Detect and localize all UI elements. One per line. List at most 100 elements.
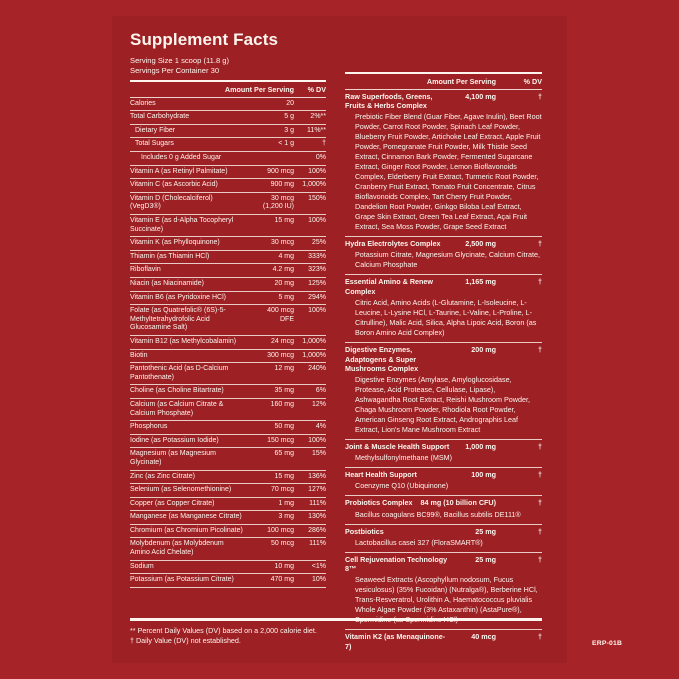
nutrient-name: Choline (as Choline Bitartrate) bbox=[130, 387, 224, 395]
nutrient-dv: 2%** bbox=[310, 113, 326, 121]
complex-section: Vitamin K2 (as Menaquinone-7) 40 mcg † bbox=[345, 630, 542, 654]
nutrient-dv: 0% bbox=[315, 154, 326, 162]
complex-amount: 100 mg bbox=[471, 470, 496, 480]
complex-amount: 2,500 mg bbox=[465, 239, 496, 249]
table-row: Pantothenic Acid (as D-Calcium Pantothen… bbox=[130, 363, 326, 386]
nutrient-name: Sodium bbox=[130, 562, 154, 570]
nutrient-dv: 125% bbox=[308, 280, 326, 287]
complex-amount: 1,165 mg bbox=[465, 277, 496, 287]
table-row: Niacin (as Niacinamide) 20 mg 125% bbox=[130, 278, 326, 292]
table-row: Vitamin E (as d-Alpha Tocopheryl Succina… bbox=[130, 215, 326, 238]
nutrient-amount: 5 mg bbox=[278, 293, 294, 301]
complex-dv: † bbox=[538, 498, 542, 508]
table-row: Total Carbohydrate 5 g 2%** bbox=[130, 111, 326, 125]
complex-name: Cell Rejuvenation Technology 8™ bbox=[345, 554, 448, 574]
table-row: Magnesium (as Magnesium Glycinate) 65 mg… bbox=[130, 448, 326, 471]
nutrient-amount: 900 mcg bbox=[267, 167, 294, 175]
nutrient-amount: 20 bbox=[286, 99, 294, 107]
table-row: Choline (as Choline Bitartrate) 35 mg 6% bbox=[130, 385, 326, 399]
serving-info: Serving Size 1 scoop (11.8 g) Servings P… bbox=[130, 56, 326, 75]
nutrient-amount: 300 mcg bbox=[267, 351, 294, 359]
nutrient-name: Total Sugars bbox=[135, 140, 174, 148]
footnotes: ** Percent Daily Values (DV) based on a … bbox=[130, 626, 396, 647]
nutrient-amount: 50 mg bbox=[274, 423, 294, 431]
dv-header: % DV bbox=[307, 85, 326, 95]
right-column: Amount Per Serving % DV Raw Superfoods, … bbox=[345, 72, 542, 655]
complex-ingredients: Coenzyme Q10 (Ubiquinone) bbox=[355, 481, 449, 491]
nutrient-amount: 20 mg bbox=[274, 280, 294, 287]
nutrient-name: Riboflavin bbox=[130, 266, 161, 274]
nutrient-dv: 15% bbox=[311, 450, 326, 458]
complex-name: Vitamin K2 (as Menaquinone-7) bbox=[345, 632, 446, 651]
nutrient-dv: 1,000% bbox=[302, 351, 326, 359]
complex-name: Heart Health Support bbox=[345, 470, 417, 480]
complex-section: Raw Superfoods, Greens, Fruits & Herbs C… bbox=[345, 90, 542, 238]
complex-section: Joint & Muscle Health Support 1,000 mg †… bbox=[345, 440, 542, 469]
nutrient-dv: 111% bbox=[309, 499, 326, 507]
nutrient-amount: 150 mcg bbox=[267, 436, 294, 444]
nutrient-amount: 4 mg bbox=[278, 252, 294, 260]
table-row: Thiamin (as Thiamin HCl) 4 mg 333% bbox=[130, 251, 326, 265]
nutrient-amount: 3 mg bbox=[278, 513, 294, 521]
nutrient-dv: 127% bbox=[308, 486, 326, 494]
nutrient-name: Iodine (as Potassium Iodide) bbox=[130, 436, 219, 444]
nutrient-amount: 50 mcg bbox=[271, 540, 294, 548]
complex-header-row: Heart Health Support 100 mg † bbox=[345, 470, 542, 480]
complex-name: Postbiotics bbox=[345, 526, 384, 536]
amount-per-serving-header: Amount Per Serving bbox=[426, 77, 496, 86]
complex-amount: 84 mg (10 billion CFU) bbox=[420, 498, 496, 508]
nutrient-name: Folate (as Quatrefolic® (6S)-5-Methyltet… bbox=[130, 307, 226, 332]
nutrient-amount: 100 mcg bbox=[267, 526, 294, 534]
nutrient-dv: 130% bbox=[308, 513, 326, 521]
complex-header-row: Probiotics Complex 84 mg (10 billion CFU… bbox=[345, 498, 542, 508]
complex-name: Hydra Electrolytes Complex bbox=[345, 239, 441, 249]
complex-dv: † bbox=[538, 239, 542, 249]
complex-amount: 4,100 mg bbox=[465, 91, 496, 101]
complex-header-row: Cell Rejuvenation Technology 8™ 25 mg † bbox=[345, 555, 542, 574]
nutrient-name: Niacin (as Niacinamide) bbox=[130, 280, 204, 287]
nutrient-name: Vitamin E (as d-Alpha Tocopheryl Succina… bbox=[130, 217, 234, 233]
complex-section: Hydra Electrolytes Complex 2,500 mg † Po… bbox=[345, 237, 542, 276]
nutrient-name: Calories bbox=[130, 99, 156, 107]
table-row: Riboflavin 4.2 mg 323% bbox=[130, 264, 326, 278]
complex-name: Probiotics Complex bbox=[345, 498, 413, 508]
nutrient-amount: 900 mg bbox=[270, 181, 294, 189]
nutrient-name: Manganese (as Manganese Citrate) bbox=[130, 513, 242, 521]
nutrient-name: Vitamin B6 (as Pyridoxine HCl) bbox=[130, 293, 226, 301]
complex-dv: † bbox=[538, 526, 542, 536]
table-row: Potassium (as Potassium Citrate) 470 mg … bbox=[130, 574, 326, 588]
complex-name: Joint & Muscle Health Support bbox=[345, 442, 450, 452]
amount-per-serving-header: Amount Per Serving bbox=[224, 85, 294, 95]
nutrient-name: Magnesium (as Magnesium Glycinate) bbox=[130, 450, 216, 466]
nutrient-name: Total Carbohydrate bbox=[130, 113, 190, 121]
nutrient-dv: 1,000% bbox=[302, 181, 326, 189]
nutrient-name: Thiamin (as Thiamin HCl) bbox=[130, 252, 210, 260]
nutrient-amount: 65 mg bbox=[274, 450, 294, 458]
nutrient-amount: 400 mcg DFE bbox=[267, 307, 294, 323]
nutrient-name: Calcium (as Calcium Citrate & Calcium Ph… bbox=[130, 400, 224, 417]
nutrient-dv: 25% bbox=[311, 239, 326, 247]
nutrient-amount: 35 mg bbox=[274, 387, 294, 395]
complex-amount: 40 mcg bbox=[471, 632, 496, 642]
nutrient-amount: 3 g bbox=[284, 126, 294, 134]
nutrient-name: Vitamin C (as Ascorbic Acid) bbox=[130, 181, 218, 189]
nutrient-amount: 24 mcg bbox=[271, 337, 294, 345]
dv-header: % DV bbox=[523, 77, 542, 86]
servings-per-container: Servings Per Container 30 bbox=[130, 65, 220, 75]
complex-header-row: Hydra Electrolytes Complex 2,500 mg † bbox=[345, 239, 542, 249]
nutrient-dv: 11%** bbox=[307, 126, 326, 134]
nutrient-name: Biotin bbox=[130, 351, 148, 359]
complex-dv: † bbox=[538, 470, 542, 480]
nutrient-name: Chromium (as Chromium Picolinate) bbox=[130, 526, 243, 534]
complex-section: Essential Amino & Renew Complex 1,165 mg… bbox=[345, 275, 542, 343]
complex-dv: † bbox=[538, 554, 542, 564]
complexes-table: Amount Per Serving % DV Raw Superfoods, … bbox=[345, 72, 542, 655]
page-title: Supplement Facts bbox=[130, 30, 279, 49]
nutrient-dv: 6% bbox=[315, 387, 326, 395]
nutrient-dv: 136% bbox=[308, 472, 326, 480]
footnote-dv-not-established: † Daily Value (DV) not established. bbox=[130, 636, 241, 646]
complex-ingredients: Lactobacillus casei 327 (FloraSMART®) bbox=[355, 537, 483, 547]
complex-name: Digestive Enzymes, Adaptogens & Super Mu… bbox=[345, 344, 419, 374]
complex-dv: † bbox=[538, 344, 542, 354]
nutrient-amount: 1 mg bbox=[278, 499, 294, 507]
